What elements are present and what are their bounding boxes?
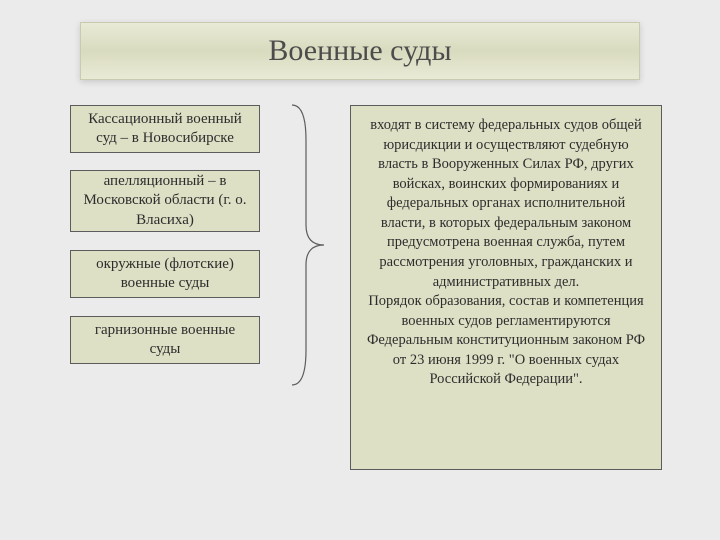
right-description-box: входят в систему федеральных судов общей… (350, 105, 662, 470)
left-box-garrison: гарнизонные военные суды (70, 316, 260, 364)
box-text: апелляционный – в Московской области (г.… (81, 172, 249, 231)
description-para-1: входят в систему федеральных судов общей… (363, 116, 649, 292)
page-title: Военные суды (268, 34, 451, 68)
box-text: окружные (флотские) военные суды (81, 255, 249, 294)
left-box-appeal: апелляционный – в Московской области (г.… (70, 170, 260, 232)
title-bar: Военные суды (80, 22, 640, 80)
brace-connector-icon (280, 100, 340, 390)
box-text: Кассационный военный суд – в Новосибирск… (81, 110, 249, 149)
left-box-district: окружные (флотские) военные суды (70, 250, 260, 298)
left-box-cassation: Кассационный военный суд – в Новосибирск… (70, 105, 260, 153)
box-text: гарнизонные военные суды (81, 321, 249, 360)
description-para-2: Порядок образования, состав и компетенци… (363, 292, 649, 390)
